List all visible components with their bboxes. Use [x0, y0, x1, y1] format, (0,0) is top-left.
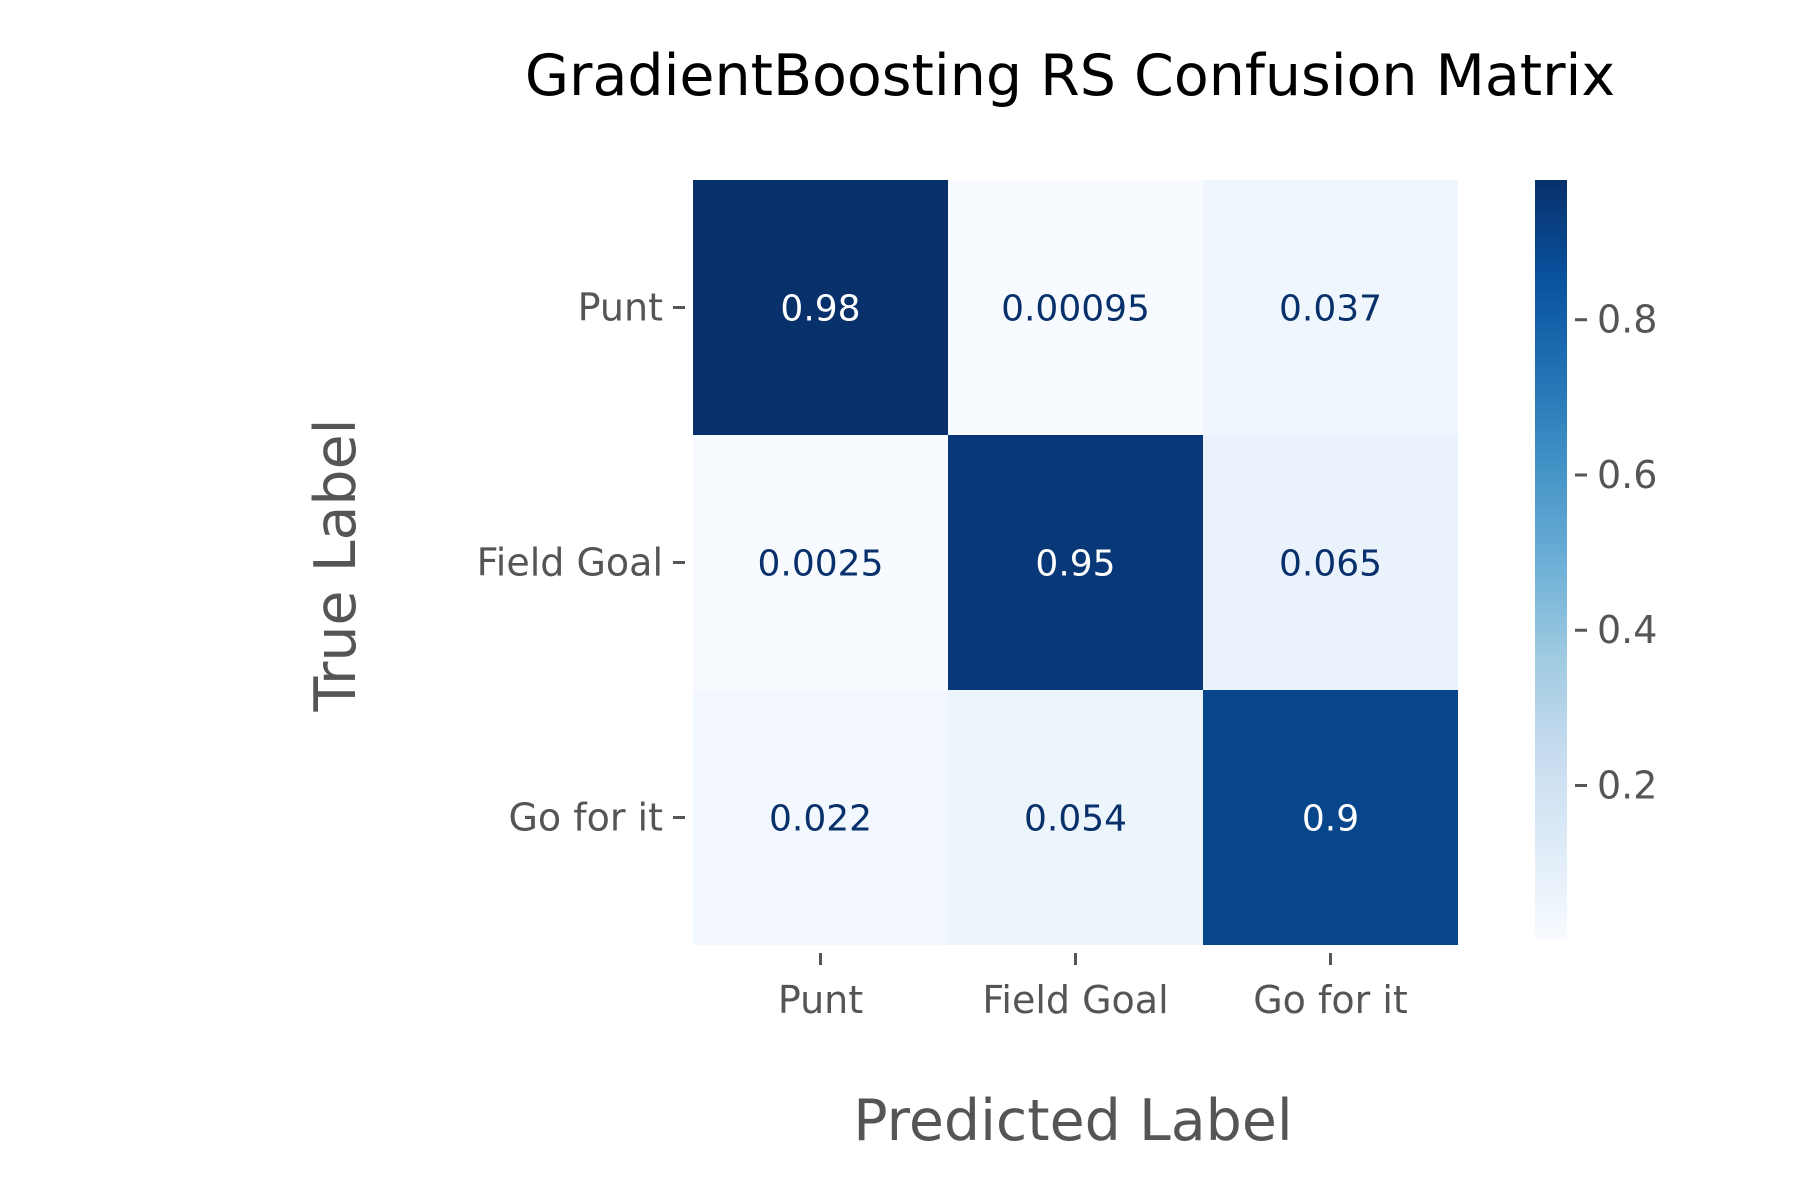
heatmap-cell	[948, 435, 1203, 690]
cell-value-label: 0.00095	[1001, 289, 1150, 330]
colorbar-ticks: 0.2 0.4 0.6 0.8	[1575, 298, 1657, 807]
x-tick-label: Go for it	[1253, 978, 1408, 1022]
colorbar	[1535, 180, 1567, 940]
cell-value-label: 0.95	[1035, 544, 1115, 585]
heatmap-cells	[693, 180, 1458, 945]
cell-value-label: 0.0025	[758, 544, 884, 585]
heatmap-cell	[1203, 690, 1458, 945]
cell-value-labels: 0.98 0.00095 0.037 0.0025 0.95 0.065 0.022 0.05…	[758, 289, 1383, 840]
x-tick-label: Field Goal	[982, 978, 1168, 1022]
x-tick-label: Punt	[778, 978, 863, 1022]
cell-value-label: 0.037	[1279, 289, 1382, 330]
x-axis-ticks: Punt Field Goal Go for it	[778, 953, 1408, 1022]
cell-value-label: 0.022	[769, 799, 872, 840]
y-axis-ticks: Punt Field Goal Go for it	[477, 286, 685, 840]
colorbar-tick-label: 0.2	[1597, 763, 1657, 807]
cell-value-label: 0.98	[780, 289, 860, 330]
chart-title: GradientBoosting RS Confusion Matrix	[525, 43, 1615, 109]
heatmap-cell	[948, 180, 1203, 435]
y-tick-label: Punt	[578, 286, 663, 330]
cell-value-label: 0.9	[1302, 799, 1359, 840]
heatmap-cell	[693, 690, 948, 945]
y-axis-label: True Label	[303, 419, 369, 713]
y-tick-label: Go for it	[508, 796, 663, 840]
heatmap-cell	[693, 435, 948, 690]
colorbar-tick-label: 0.8	[1597, 298, 1657, 342]
x-axis-label: Predicted Label	[853, 1088, 1292, 1154]
heatmap-cell	[1203, 180, 1458, 435]
colorbar-tick-label: 0.6	[1597, 453, 1657, 497]
cell-value-label: 0.054	[1024, 799, 1127, 840]
cell-value-label: 0.065	[1279, 544, 1382, 585]
heatmap-cell	[1203, 435, 1458, 690]
y-tick-label: Field Goal	[477, 541, 663, 585]
heatmap-cell	[693, 180, 948, 435]
colorbar-tick-label: 0.4	[1597, 608, 1657, 652]
heatmap-cell	[948, 690, 1203, 945]
